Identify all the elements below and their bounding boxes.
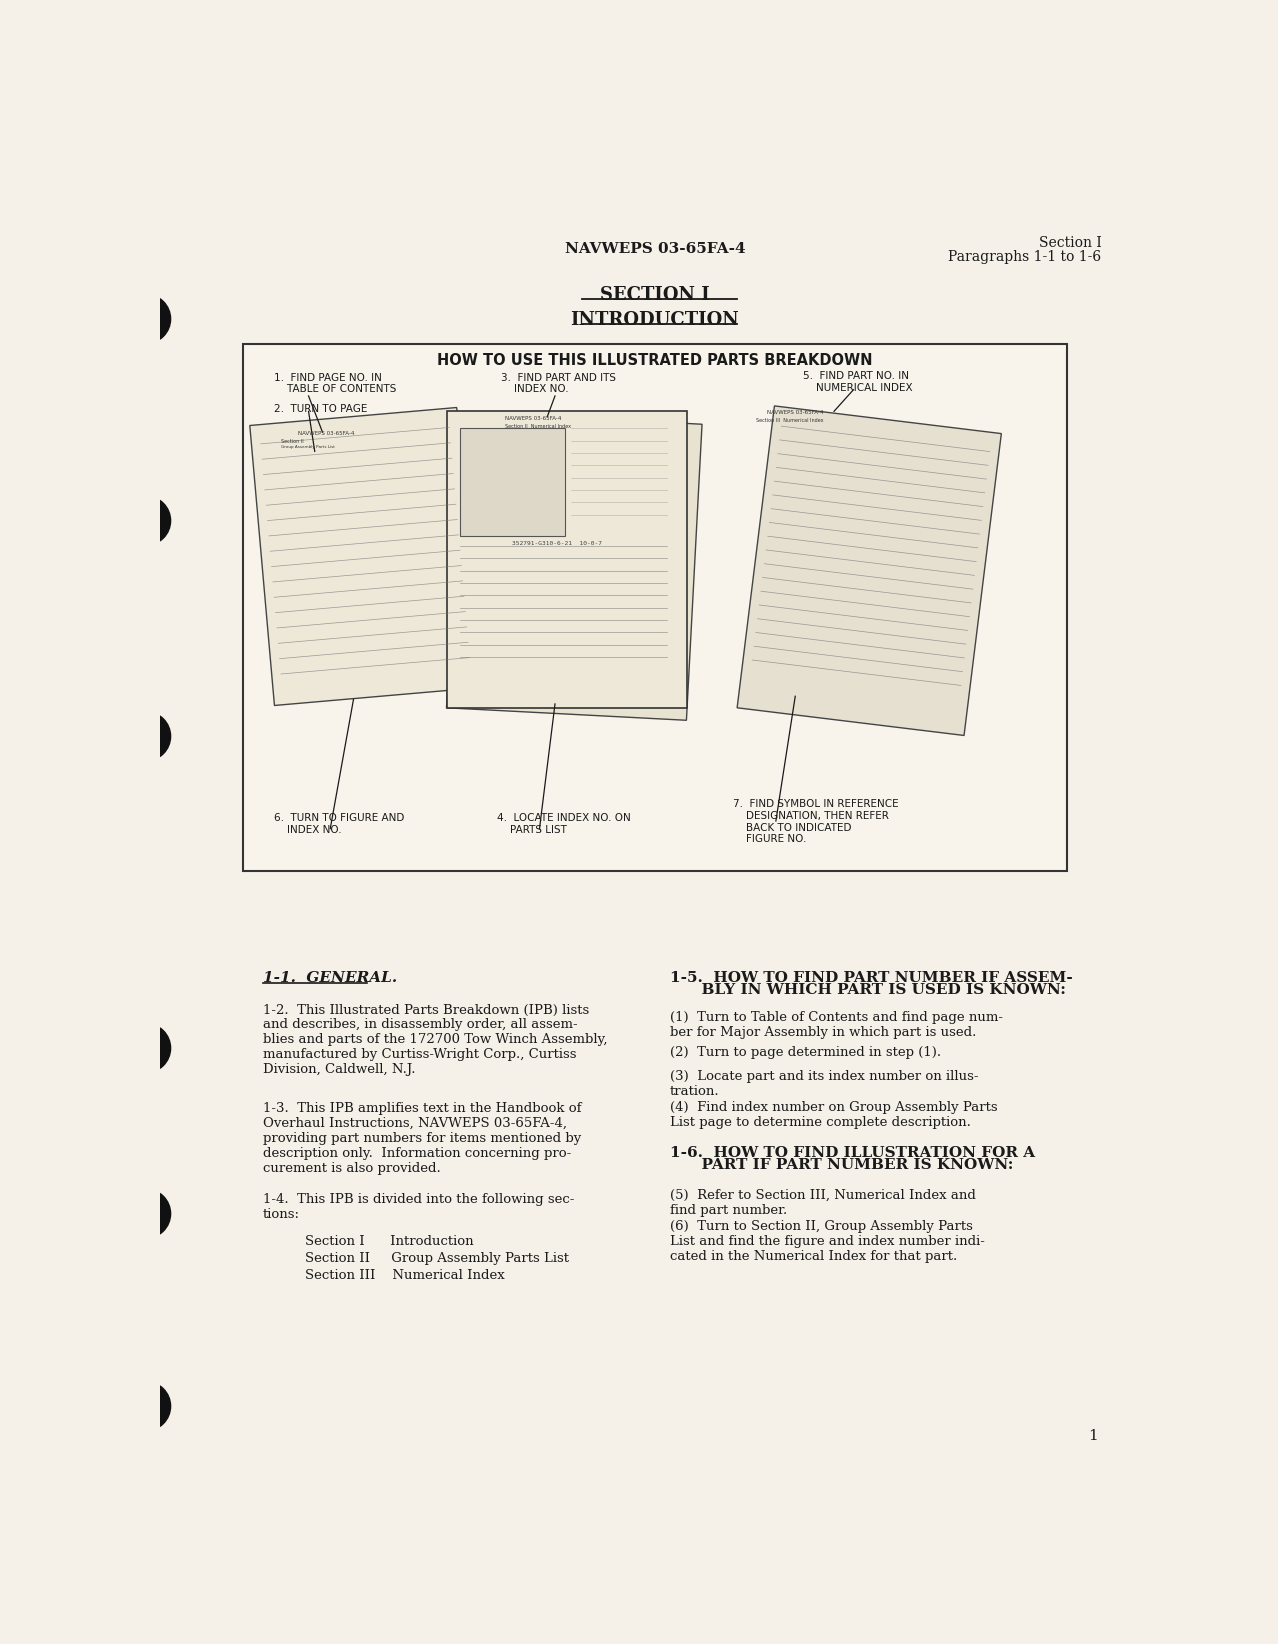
Text: 1-6.  HOW TO FIND ILLUSTRATION FOR A: 1-6. HOW TO FIND ILLUSTRATION FOR A (670, 1146, 1035, 1161)
Text: 5.  FIND PART NO. IN
    NUMERICAL INDEX: 5. FIND PART NO. IN NUMERICAL INDEX (803, 372, 912, 393)
Text: 2.  TURN TO PAGE: 2. TURN TO PAGE (275, 404, 368, 414)
Text: Paragraphs 1-1 to 1-6: Paragraphs 1-1 to 1-6 (948, 250, 1102, 263)
Text: 1-3.  This IPB amplifies text in the Handbook of
Overhaul Instructions, NAVWEPS : 1-3. This IPB amplifies text in the Hand… (263, 1101, 581, 1175)
Text: NAVWEPS 03-65FA-4: NAVWEPS 03-65FA-4 (767, 409, 823, 414)
Text: 352791-G310-6-21  10-0-7: 352791-G310-6-21 10-0-7 (512, 541, 602, 546)
Text: HOW TO USE THIS ILLUSTRATED PARTS BREAKDOWN: HOW TO USE THIS ILLUSTRATED PARTS BREAKD… (437, 353, 873, 368)
Text: 1: 1 (1088, 1429, 1098, 1443)
Circle shape (121, 294, 170, 344)
Text: (6)  Turn to Section II, Group Assembly Parts
List and find the figure and index: (6) Turn to Section II, Group Assembly P… (670, 1220, 984, 1263)
Text: NAVWEPS 03-65FA-4: NAVWEPS 03-65FA-4 (505, 416, 561, 421)
Bar (737, 406, 1002, 735)
Bar (249, 408, 482, 705)
Bar (446, 411, 702, 720)
Text: 1.  FIND PAGE NO. IN
    TABLE OF CONTENTS: 1. FIND PAGE NO. IN TABLE OF CONTENTS (275, 373, 397, 395)
Text: Section II  Numerical Index: Section II Numerical Index (505, 424, 570, 429)
Text: (4)  Find index number on Group Assembly Parts
List page to determine complete d: (4) Find index number on Group Assembly … (670, 1101, 997, 1129)
Bar (446, 411, 686, 709)
Text: Section II: Section II (281, 439, 303, 444)
Text: Section II     Group Assembly Parts List: Section II Group Assembly Parts List (305, 1253, 570, 1266)
Circle shape (121, 712, 170, 761)
Text: Section I: Section I (1039, 235, 1102, 250)
Text: 6.  TURN TO FIGURE AND
    INDEX NO.: 6. TURN TO FIGURE AND INDEX NO. (275, 814, 405, 835)
Text: NAVWEPS 03-65FA-4: NAVWEPS 03-65FA-4 (298, 431, 354, 436)
Text: Section III    Numerical Index: Section III Numerical Index (305, 1269, 505, 1282)
Text: 4.  LOCATE INDEX NO. ON
    PARTS LIST: 4. LOCATE INDEX NO. ON PARTS LIST (497, 814, 630, 835)
Text: NAVWEPS 03-65FA-4: NAVWEPS 03-65FA-4 (565, 242, 745, 256)
Circle shape (121, 1024, 170, 1074)
Text: BLY IN WHICH PART IS USED IS KNOWN:: BLY IN WHICH PART IS USED IS KNOWN: (670, 983, 1066, 998)
Bar (243, 344, 1067, 871)
Circle shape (121, 1381, 170, 1430)
Text: INTRODUCTION: INTRODUCTION (570, 311, 740, 329)
Text: 1-2.  This Illustrated Parts Breakdown (IPB) lists
and describes, in disassembly: 1-2. This Illustrated Parts Breakdown (I… (263, 1003, 607, 1077)
Text: (1)  Turn to Table of Contents and find page num-
ber for Major Assembly in whic: (1) Turn to Table of Contents and find p… (670, 1011, 1003, 1039)
Text: SECTION I: SECTION I (601, 286, 709, 304)
Text: 3.  FIND PART AND ITS
    INDEX NO.: 3. FIND PART AND ITS INDEX NO. (501, 373, 616, 395)
Text: Section I      Introduction: Section I Introduction (305, 1235, 474, 1248)
Text: Section III  Numerical Index: Section III Numerical Index (757, 418, 824, 423)
Text: (2)  Turn to page determined in step (1).: (2) Turn to page determined in step (1). (670, 1046, 941, 1059)
Circle shape (121, 496, 170, 546)
Text: (5)  Refer to Section III, Numerical Index and
find part number.: (5) Refer to Section III, Numerical Inde… (670, 1189, 975, 1217)
Text: PART IF PART NUMBER IS KNOWN:: PART IF PART NUMBER IS KNOWN: (670, 1159, 1013, 1172)
Circle shape (121, 1189, 170, 1238)
Text: 1-1.  GENERAL.: 1-1. GENERAL. (263, 972, 397, 985)
Text: (3)  Locate part and its index number on illus-
tration.: (3) Locate part and its index number on … (670, 1070, 978, 1098)
Text: 1-4.  This IPB is divided into the following sec-
tions:: 1-4. This IPB is divided into the follow… (263, 1194, 574, 1221)
Text: 1-5.  HOW TO FIND PART NUMBER IF ASSEM-: 1-5. HOW TO FIND PART NUMBER IF ASSEM- (670, 972, 1072, 985)
Text: Group Assembly Parts List: Group Assembly Parts List (281, 446, 335, 449)
Bar (460, 429, 565, 536)
Text: 7.  FIND SYMBOL IN REFERENCE
    DESIGNATION, THEN REFER
    BACK TO INDICATED
 : 7. FIND SYMBOL IN REFERENCE DESIGNATION,… (734, 799, 898, 845)
